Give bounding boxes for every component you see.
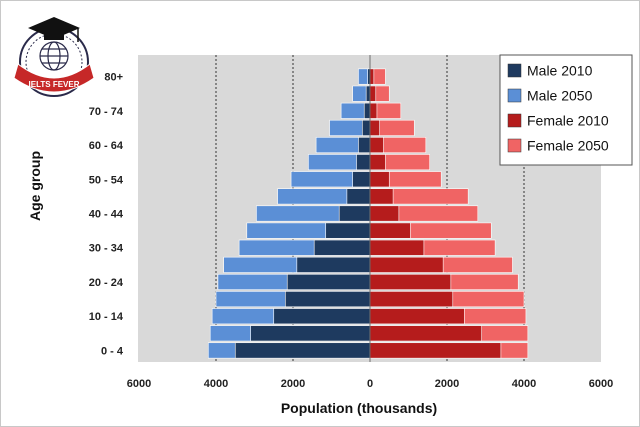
- bar-female-2010: [369, 239, 425, 256]
- x-tick-label: 4000: [204, 378, 228, 390]
- globe-icon: [39, 41, 69, 71]
- legend: Male 2010 Male 2050 Female 2010 Female 2050: [499, 54, 633, 166]
- cap-base: [44, 30, 64, 40]
- legend-swatch: [507, 138, 522, 153]
- x-tick-label: 6000: [127, 378, 151, 390]
- bar-female-2010: [369, 291, 454, 308]
- y-axis-title: Age group: [27, 151, 43, 221]
- x-tick-label: 6000: [589, 378, 613, 390]
- y-tick-label: 20 - 24: [89, 277, 124, 289]
- bar-male-2010: [365, 85, 371, 102]
- bar-female-2010: [369, 205, 400, 222]
- bar-male-2010: [356, 154, 371, 171]
- legend-swatch: [507, 88, 522, 103]
- bar-male-2010: [363, 102, 371, 119]
- logo-inner-ring: [25, 33, 83, 91]
- bar-female-2010: [369, 154, 386, 171]
- legend-swatch: [507, 113, 522, 128]
- x-tick-labels: 6000 4000 2000 0 2000 4000 6000: [127, 378, 613, 390]
- legend-label: Male 2010: [527, 63, 593, 79]
- bar-male-2010: [346, 188, 371, 205]
- bar-female-2010: [369, 342, 502, 359]
- bar-male-2010: [250, 325, 371, 342]
- bar-female-2010: [369, 273, 452, 290]
- logo-banner: IELTS FEVER: [13, 63, 95, 93]
- bar-male-2010: [286, 273, 371, 290]
- bar-male-2010: [352, 171, 371, 188]
- bar-male-2010: [234, 342, 371, 359]
- y-tick-label: 0 - 4: [101, 345, 124, 357]
- legend-label: Female 2010: [527, 113, 609, 129]
- y-tick-label: 50 - 54: [89, 174, 124, 186]
- legend-box: [499, 54, 633, 166]
- y-tick-label: 30 - 34: [89, 243, 124, 255]
- x-tick-label: 2000: [281, 378, 305, 390]
- bar-male-2010: [358, 137, 371, 154]
- ielts-fever-logo: IELTS FEVER: [13, 17, 95, 97]
- bar-male-2010: [284, 291, 371, 308]
- y-tick-label: 10 - 14: [89, 311, 124, 323]
- bar-male-2010: [296, 256, 371, 273]
- x-tick-label: 0: [367, 378, 373, 390]
- bar-male-2010: [361, 119, 371, 136]
- bar-female-2010: [369, 102, 378, 119]
- bar-female-2010: [369, 256, 444, 273]
- legend-swatch: [507, 63, 522, 78]
- bar-female-2010: [369, 137, 384, 154]
- bar-female-2010: [369, 119, 380, 136]
- bar-female-2010: [369, 85, 377, 102]
- y-tick-labels: 0 - 4 10 - 14 20 - 24 30 - 34 40 - 44 50 - 54…: [89, 72, 124, 358]
- bar-male-2010: [325, 222, 371, 239]
- bar-female-2010: [369, 188, 394, 205]
- y-tick-label: 70 - 74: [89, 106, 124, 118]
- bar-male-2010: [338, 205, 371, 222]
- bar-female-2010: [369, 222, 411, 239]
- bar-male-2010: [273, 308, 371, 325]
- x-tick-label: 4000: [512, 378, 536, 390]
- bars-group: [208, 55, 529, 362]
- graduation-cap-icon: [28, 17, 80, 39]
- bar-female-2010: [369, 325, 482, 342]
- y-tick-label: 60 - 64: [89, 140, 124, 152]
- x-axis-title: Population (thousands): [281, 400, 437, 416]
- y-tick-label: 80+: [104, 72, 123, 84]
- bar-male-2010: [313, 239, 371, 256]
- x-tick-label: 2000: [435, 378, 459, 390]
- y-tick-label: 40 - 44: [89, 209, 124, 221]
- legend-label: Male 2050: [527, 88, 593, 104]
- bar-female-2010: [369, 68, 375, 85]
- legend-label: Female 2050: [527, 138, 609, 154]
- bar-female-2010: [369, 171, 390, 188]
- logo-text: IELTS FEVER: [29, 80, 80, 89]
- bar-female-2010: [369, 308, 465, 325]
